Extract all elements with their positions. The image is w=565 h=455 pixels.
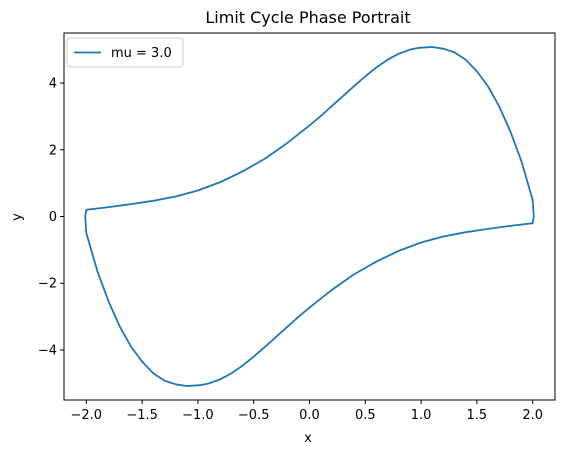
- x-tick-label: −0.5: [238, 408, 270, 423]
- y-tick-label: −4: [38, 343, 57, 358]
- series-line-0: [84, 46, 535, 387]
- x-tick-label: 2.0: [522, 408, 543, 423]
- y-tick-label: 4: [49, 77, 57, 92]
- y-tick-label: 2: [49, 143, 57, 158]
- x-tick-label: −1.0: [182, 408, 214, 423]
- x-tick-label: −2.0: [71, 408, 103, 423]
- x-axis-label: x: [304, 431, 312, 446]
- x-tick-label: 0.5: [355, 408, 376, 423]
- axes: −2.0 −1.5 −1.0 −0.5 0.0 0.5 1.0 1.5 2.0 −4 −2 0 2 4: [38, 32, 556, 423]
- plot-area: [84, 46, 535, 387]
- y-tick-label: 0: [49, 210, 57, 225]
- y-tick-label: −2: [38, 277, 57, 292]
- legend-label: mu = 3.0: [111, 46, 172, 61]
- chart-title: Limit Cycle Phase Portrait: [205, 8, 410, 27]
- legend: mu = 3.0: [66, 37, 184, 68]
- x-tick-label: 1.5: [467, 408, 488, 423]
- x-tick-label: −1.5: [126, 408, 158, 423]
- x-tick-label: 0.0: [299, 408, 320, 423]
- y-axis-label: y: [10, 213, 25, 221]
- legend-frame: [66, 37, 184, 68]
- x-tick-label: 1.0: [411, 408, 432, 423]
